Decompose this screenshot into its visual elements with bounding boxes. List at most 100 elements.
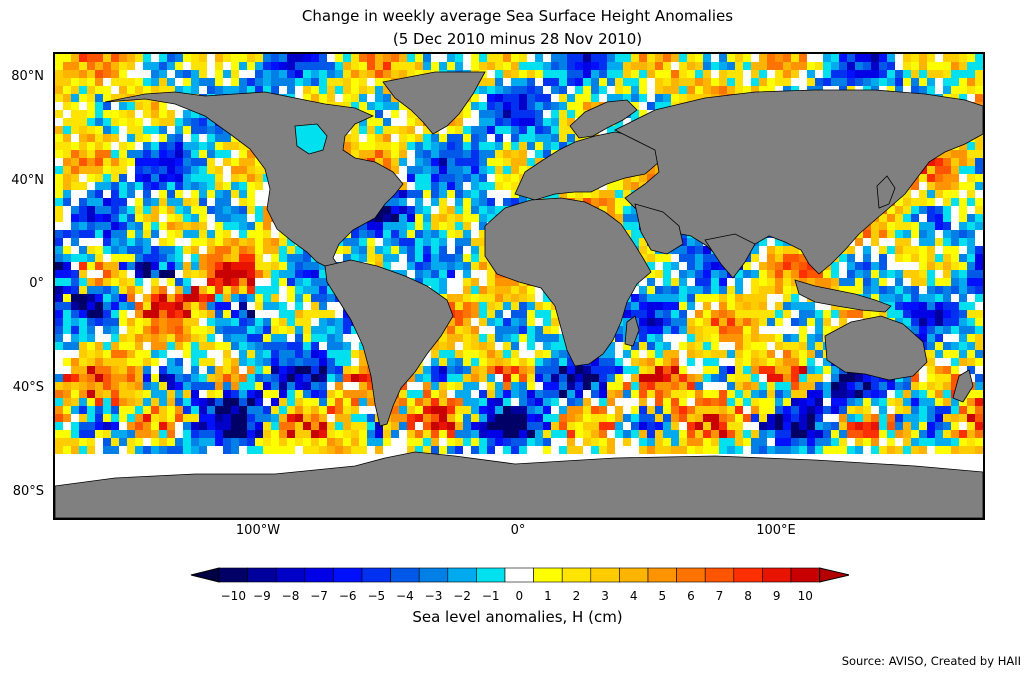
anomaly-cell bbox=[535, 366, 543, 374]
anomaly-cell bbox=[319, 302, 327, 310]
anomaly-cell bbox=[463, 214, 471, 222]
anomaly-cell bbox=[287, 414, 295, 422]
anomaly-cell bbox=[71, 102, 79, 110]
anomaly-cell bbox=[871, 78, 879, 86]
anomaly-cell bbox=[79, 174, 87, 182]
anomaly-cell bbox=[247, 206, 255, 214]
anomaly-cell bbox=[351, 366, 359, 374]
anomaly-cell bbox=[951, 78, 959, 86]
anomaly-cell bbox=[583, 54, 591, 62]
anomaly-cell bbox=[727, 54, 735, 62]
anomaly-cell bbox=[463, 142, 471, 150]
anomaly-cell bbox=[647, 302, 655, 310]
anomaly-cell bbox=[791, 390, 799, 398]
anomaly-cell bbox=[103, 230, 111, 238]
anomaly-cell bbox=[519, 54, 527, 62]
anomaly-cell bbox=[279, 358, 287, 366]
anomaly-cell bbox=[815, 350, 823, 358]
anomaly-cell bbox=[199, 262, 207, 270]
anomaly-cell bbox=[655, 62, 663, 70]
anomaly-cell bbox=[655, 398, 663, 406]
anomaly-cell bbox=[783, 350, 791, 358]
anomaly-cell bbox=[375, 54, 383, 62]
anomaly-cell bbox=[335, 86, 343, 94]
anomaly-cell bbox=[559, 70, 567, 78]
anomaly-cell bbox=[783, 270, 791, 278]
anomaly-cell bbox=[271, 358, 279, 366]
anomaly-cell bbox=[247, 310, 255, 318]
anomaly-cell bbox=[831, 374, 839, 382]
anomaly-cell bbox=[455, 270, 463, 278]
anomaly-cell bbox=[143, 214, 151, 222]
anomaly-cell bbox=[847, 54, 855, 62]
anomaly-cell bbox=[159, 382, 167, 390]
anomaly-cell bbox=[959, 270, 967, 278]
anomaly-cell bbox=[335, 406, 343, 414]
anomaly-cell bbox=[247, 254, 255, 262]
anomaly-cell bbox=[879, 262, 887, 270]
anomaly-cell bbox=[607, 342, 615, 350]
anomaly-cell bbox=[71, 110, 79, 118]
anomaly-cell bbox=[303, 326, 311, 334]
anomaly-cell bbox=[183, 294, 191, 302]
anomaly-cell bbox=[735, 62, 743, 70]
anomaly-cell bbox=[631, 374, 639, 382]
anomaly-cell bbox=[415, 254, 423, 262]
anomaly-cell bbox=[631, 102, 639, 110]
anomaly-cell bbox=[503, 326, 511, 334]
anomaly-cell bbox=[767, 294, 775, 302]
anomaly-cell bbox=[479, 358, 487, 366]
anomaly-cell bbox=[143, 350, 151, 358]
anomaly-cell bbox=[951, 326, 959, 334]
anomaly-cell bbox=[551, 342, 559, 350]
anomaly-cell bbox=[767, 358, 775, 366]
anomaly-cell bbox=[159, 134, 167, 142]
anomaly-cell bbox=[327, 350, 335, 358]
anomaly-cell bbox=[319, 414, 327, 422]
anomaly-cell bbox=[119, 310, 127, 318]
anomaly-cell bbox=[119, 406, 127, 414]
anomaly-cell bbox=[111, 214, 119, 222]
anomaly-cell bbox=[583, 102, 591, 110]
anomaly-cell bbox=[127, 118, 135, 126]
anomaly-cell bbox=[463, 270, 471, 278]
anomaly-cell bbox=[423, 230, 431, 238]
anomaly-cell bbox=[175, 318, 183, 326]
anomaly-cell bbox=[87, 366, 95, 374]
anomaly-cell bbox=[295, 54, 303, 62]
anomaly-cell bbox=[55, 406, 63, 414]
anomaly-cell bbox=[455, 182, 463, 190]
anomaly-cell bbox=[135, 150, 143, 158]
anomaly-cell bbox=[103, 238, 111, 246]
anomaly-cell bbox=[207, 190, 215, 198]
anomaly-cell bbox=[119, 342, 127, 350]
anomaly-cell bbox=[175, 334, 183, 342]
anomaly-cell bbox=[407, 54, 415, 62]
anomaly-cell bbox=[199, 150, 207, 158]
anomaly-cell bbox=[967, 342, 975, 350]
anomaly-cell bbox=[431, 142, 439, 150]
anomaly-cell bbox=[951, 174, 959, 182]
anomaly-cell bbox=[863, 310, 871, 318]
anomaly-cell bbox=[919, 286, 927, 294]
anomaly-cell bbox=[807, 78, 815, 86]
anomaly-cell bbox=[567, 134, 575, 142]
anomaly-cell bbox=[111, 294, 119, 302]
anomaly-cell bbox=[159, 398, 167, 406]
anomaly-cell bbox=[951, 366, 959, 374]
anomaly-cell bbox=[207, 166, 215, 174]
anomaly-cell bbox=[391, 150, 399, 158]
anomaly-cell bbox=[79, 294, 87, 302]
anomaly-cell bbox=[399, 198, 407, 206]
anomaly-cell bbox=[879, 390, 887, 398]
anomaly-cell bbox=[95, 238, 103, 246]
anomaly-cell bbox=[55, 326, 63, 334]
anomaly-cell bbox=[551, 382, 559, 390]
anomaly-cell bbox=[743, 62, 751, 70]
anomaly-cell bbox=[663, 374, 671, 382]
anomaly-cell bbox=[791, 382, 799, 390]
anomaly-cell bbox=[431, 214, 439, 222]
anomaly-cell bbox=[911, 182, 919, 190]
anomaly-cell bbox=[231, 142, 239, 150]
anomaly-cell bbox=[927, 78, 935, 86]
